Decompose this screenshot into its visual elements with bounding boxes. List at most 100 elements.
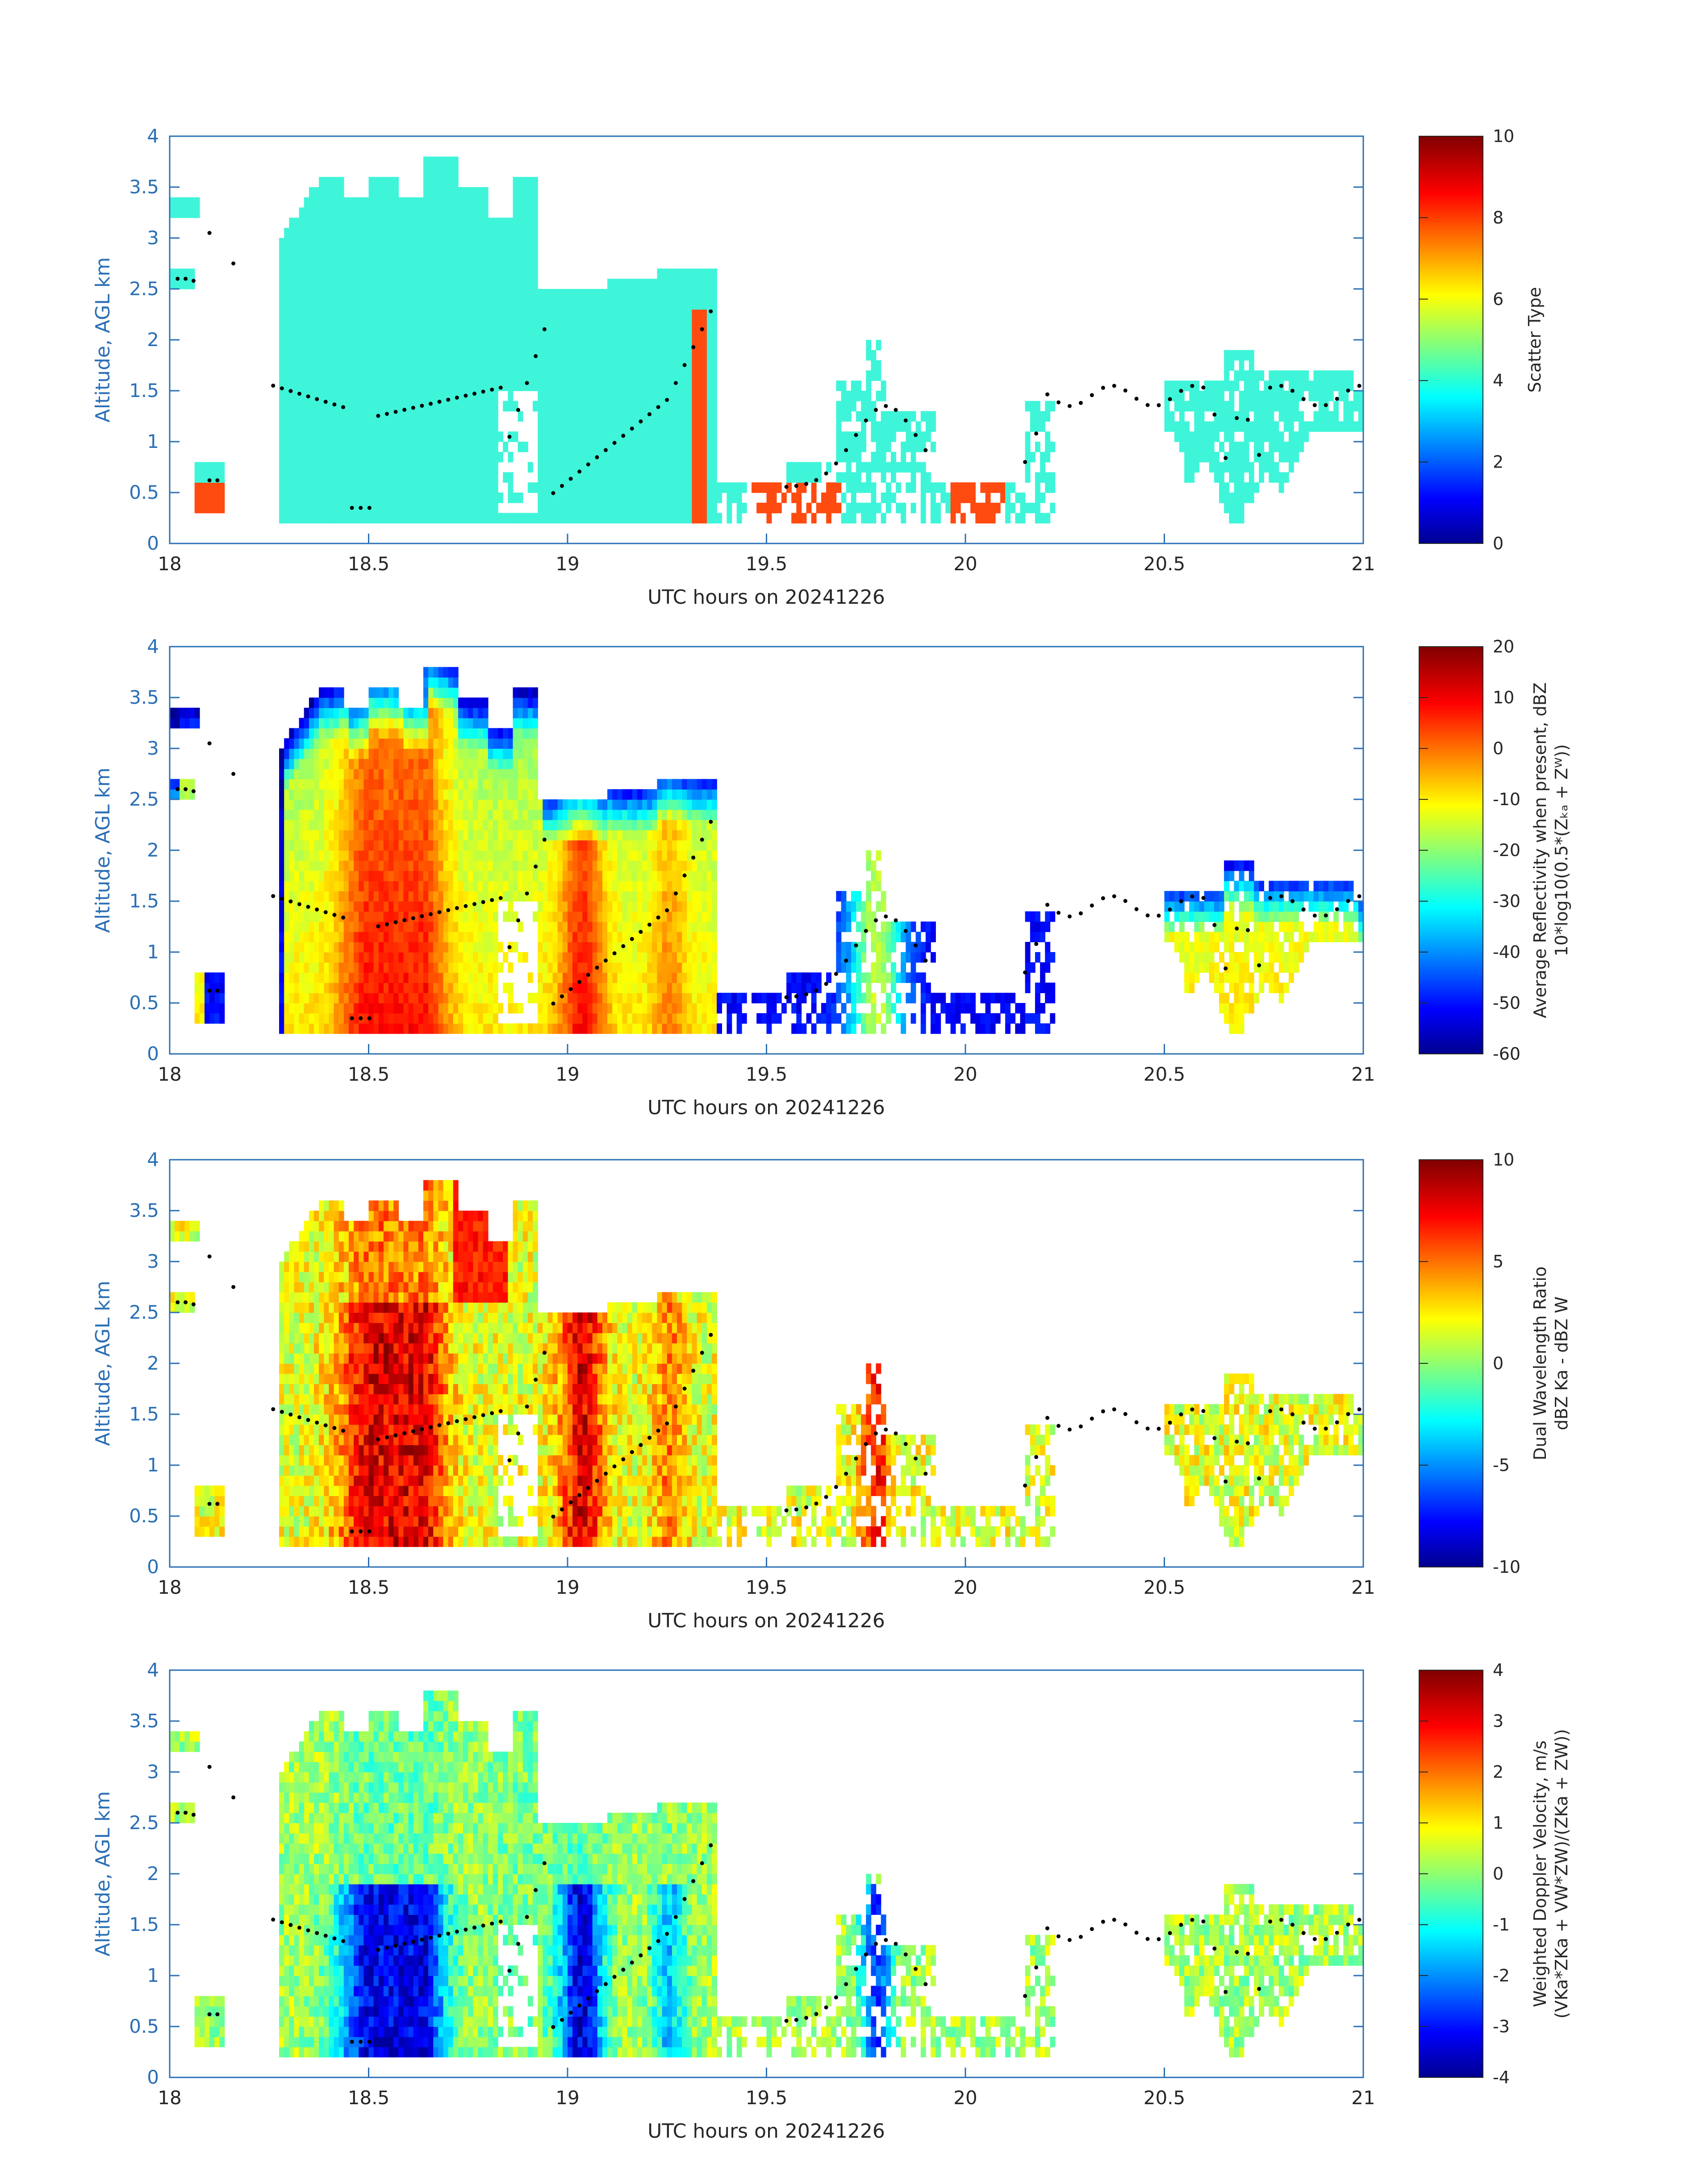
heatmap-cell <box>448 840 454 851</box>
heatmap-cell <box>418 238 424 249</box>
heatmap-cell <box>378 891 384 902</box>
heatmap-cell <box>677 451 682 463</box>
heatmap-cell <box>433 789 439 800</box>
heatmap-cell <box>652 451 658 463</box>
heatmap-cell <box>448 472 454 483</box>
heatmap-cell <box>314 309 319 320</box>
heatmap-cell <box>433 718 439 729</box>
heatmap-cell <box>299 911 305 922</box>
heatmap-cell <box>309 1023 314 1034</box>
heatmap-cell <box>473 932 479 942</box>
heatmap-cell <box>334 982 339 993</box>
heatmap-cell <box>284 819 290 831</box>
heatmap-cell <box>383 1023 389 1034</box>
heatmap-cell <box>1239 513 1244 524</box>
heatmap-cell <box>209 1013 215 1024</box>
heatmap-cell <box>363 1023 369 1034</box>
heatmap-cell <box>637 350 643 361</box>
heatmap-cell <box>647 319 653 330</box>
heatmap-cell <box>463 952 468 963</box>
heatmap-cell <box>279 451 284 463</box>
heatmap-cell <box>428 993 434 1003</box>
heatmap-cell <box>522 289 528 300</box>
heatmap-cell <box>568 442 573 452</box>
heatmap-cell <box>289 217 295 228</box>
heatmap-cell <box>642 360 647 371</box>
heatmap-cell <box>543 421 548 432</box>
heatmap-cell <box>1259 451 1264 463</box>
heatmap-cell <box>766 513 772 524</box>
heatmap-cell <box>309 901 314 912</box>
cloud-base-dot <box>376 414 380 418</box>
cloud-base-dot <box>1123 389 1128 393</box>
heatmap-cell <box>348 707 354 719</box>
heatmap-cell <box>214 1013 220 1024</box>
heatmap-cell <box>299 840 305 851</box>
heatmap-cell <box>1244 401 1249 412</box>
heatmap-cell <box>378 493 384 503</box>
heatmap-cell <box>309 350 314 361</box>
heatmap-cell <box>851 451 856 463</box>
heatmap-cell <box>687 411 693 422</box>
heatmap-cell <box>428 411 434 422</box>
heatmap-cell <box>448 207 454 218</box>
heatmap-cell <box>359 972 364 983</box>
heatmap-cell <box>324 187 330 198</box>
heatmap-cell <box>299 217 305 228</box>
heatmap-cell <box>518 698 523 708</box>
heatmap-cell <box>1224 482 1229 493</box>
heatmap-cell <box>418 932 424 942</box>
heatmap-cell <box>622 493 628 503</box>
heatmap-cell <box>388 870 394 882</box>
heatmap-cell <box>557 411 563 422</box>
heatmap-cells <box>170 667 1364 1034</box>
heatmap-cell <box>359 217 364 228</box>
heatmap-cell <box>433 442 439 452</box>
heatmap-cell <box>324 462 330 473</box>
heatmap-cell <box>359 881 364 891</box>
heatmap-cell <box>279 942 284 953</box>
heatmap-cell <box>383 350 389 361</box>
heatmap-cell <box>403 901 409 912</box>
heatmap-cell <box>403 462 409 473</box>
heatmap-cell <box>403 268 409 279</box>
heatmap-cell <box>448 748 454 759</box>
heatmap-cell <box>363 289 369 300</box>
heatmap-cell <box>468 330 474 340</box>
heatmap-cell <box>199 462 205 473</box>
heatmap-cell <box>324 207 330 218</box>
heatmap-cell <box>170 779 175 790</box>
heatmap-cell <box>607 299 613 310</box>
heatmap-cell <box>1000 493 1006 503</box>
cloud-base-dot <box>1224 456 1228 460</box>
heatmap-cell <box>925 431 931 442</box>
heatmap-cell <box>612 502 618 514</box>
heatmap-cell <box>354 707 359 719</box>
heatmap-cell <box>458 258 464 269</box>
heatmap-cell <box>498 493 503 503</box>
heatmap-cell <box>1050 442 1056 452</box>
heatmap-cell <box>627 502 633 514</box>
heatmap-cell <box>324 687 330 698</box>
heatmap-cell <box>373 881 379 891</box>
heatmap-cell <box>931 411 936 422</box>
heatmap-cell <box>607 421 613 432</box>
heatmap-cell <box>1274 442 1279 452</box>
heatmap-cell <box>513 809 518 820</box>
heatmap-cell <box>498 860 503 871</box>
heatmap-cell <box>706 391 712 401</box>
heatmap-cell <box>547 513 553 524</box>
heatmap-cell <box>428 197 434 208</box>
heatmap-cell <box>557 299 563 310</box>
heatmap-cell <box>329 299 334 310</box>
heatmap-cell <box>368 309 374 320</box>
heatmap-cell <box>478 279 484 289</box>
heatmap-cell <box>413 850 419 861</box>
heatmap-cell <box>423 942 429 953</box>
heatmap-cell <box>473 482 479 493</box>
heatmap-cell <box>433 197 439 208</box>
heatmap-cell <box>448 1013 454 1024</box>
heatmap-cell <box>647 340 653 351</box>
heatmap-cell <box>438 769 444 780</box>
heatmap-cell <box>473 860 479 871</box>
